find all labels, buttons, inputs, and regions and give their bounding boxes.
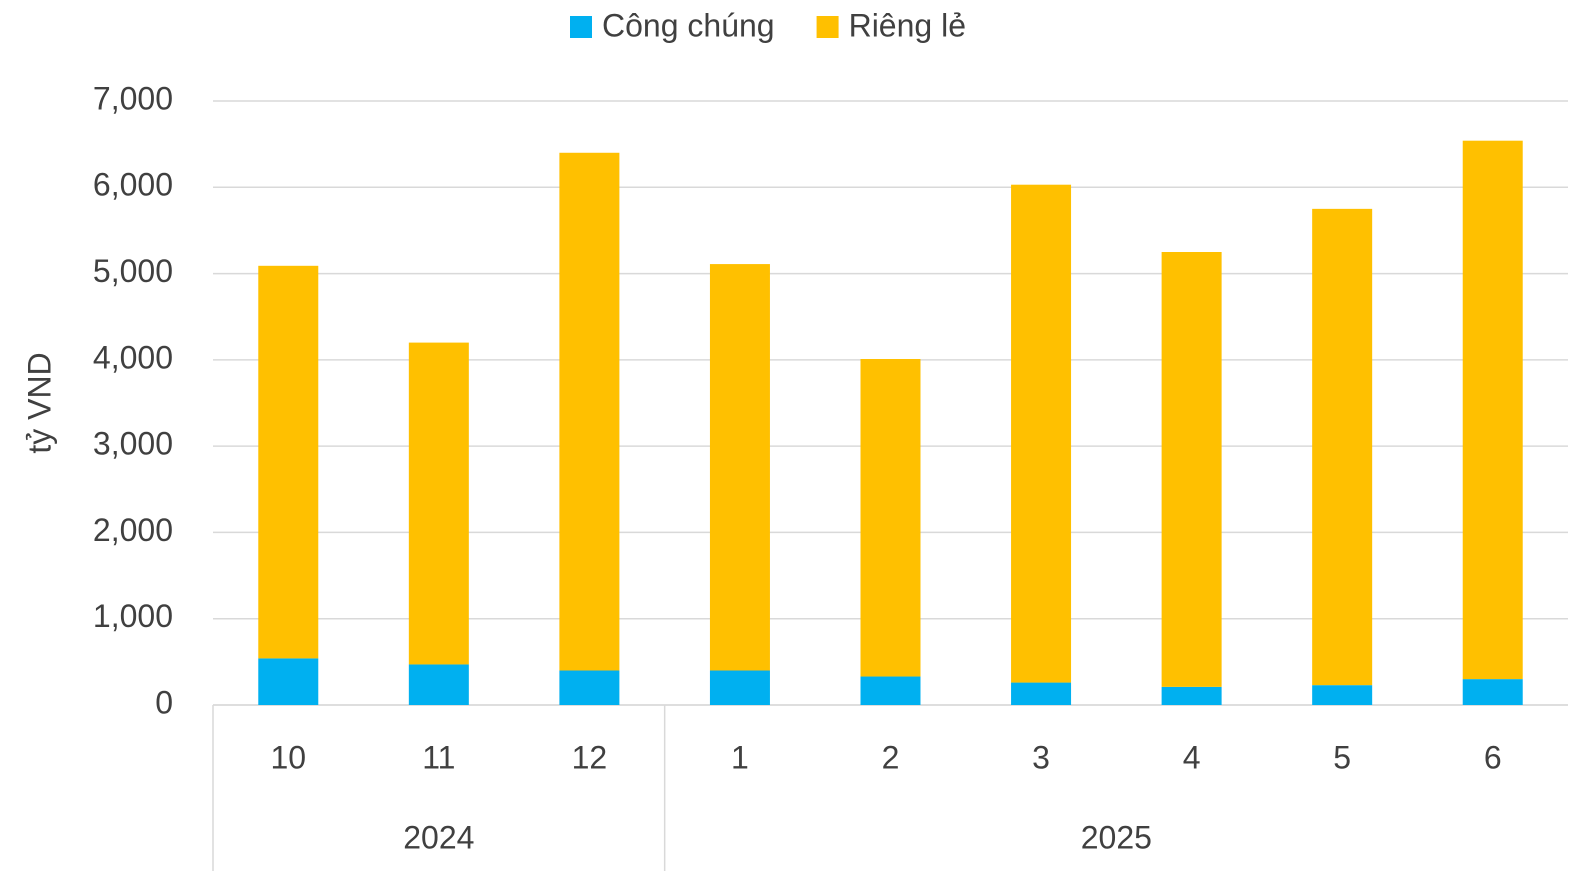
group-label: 2024: [403, 819, 474, 855]
bar-segment: [258, 265, 319, 659]
y-tick-label: 4,000: [93, 339, 173, 375]
x-tick-label: 10: [270, 739, 306, 775]
y-tick-label: 7,000: [93, 80, 173, 116]
group-label: 2025: [1081, 819, 1152, 855]
y-tick-label: 2,000: [93, 512, 173, 548]
bar-segment: [559, 152, 620, 671]
bar-segment: [709, 670, 770, 705]
y-tick-label: 6,000: [93, 167, 173, 203]
bar-segment: [860, 676, 921, 705]
bar-segment: [1462, 679, 1523, 705]
bar-segment: [1312, 685, 1373, 705]
x-tick-label: 6: [1484, 739, 1502, 775]
x-tick-label: 1: [731, 739, 749, 775]
bar-segment: [1161, 686, 1222, 705]
bar-segment: [408, 664, 469, 705]
y-tick-label: 3,000: [93, 426, 173, 462]
x-tick-label: 2: [882, 739, 900, 775]
bar-segment: [1011, 184, 1072, 683]
bar-segment: [1312, 208, 1373, 686]
bar-segment: [1011, 682, 1072, 705]
bar-segment: [1161, 252, 1222, 687]
x-tick-label: 3: [1032, 739, 1050, 775]
legend-swatch: [816, 16, 839, 38]
legend-swatch: [570, 16, 592, 38]
bar-segment: [408, 342, 469, 665]
x-tick-label: 12: [572, 739, 608, 775]
bar-segment: [559, 670, 620, 705]
bar-segment: [860, 358, 921, 677]
y-tick-label: 0: [155, 684, 173, 720]
x-tick-label: 5: [1333, 739, 1351, 775]
x-tick-label: 11: [422, 739, 455, 775]
bar-segment: [1462, 140, 1523, 680]
bar-segment: [258, 658, 319, 705]
legend-label: Riêng lẻ: [849, 7, 966, 43]
legend-label: Công chúng: [602, 7, 775, 43]
y-axis-label: tỷ VND: [21, 352, 57, 453]
y-tick-label: 1,000: [93, 598, 173, 634]
bar-segment: [709, 264, 770, 671]
x-tick-label: 4: [1183, 739, 1201, 775]
y-tick-label: 5,000: [93, 253, 173, 289]
